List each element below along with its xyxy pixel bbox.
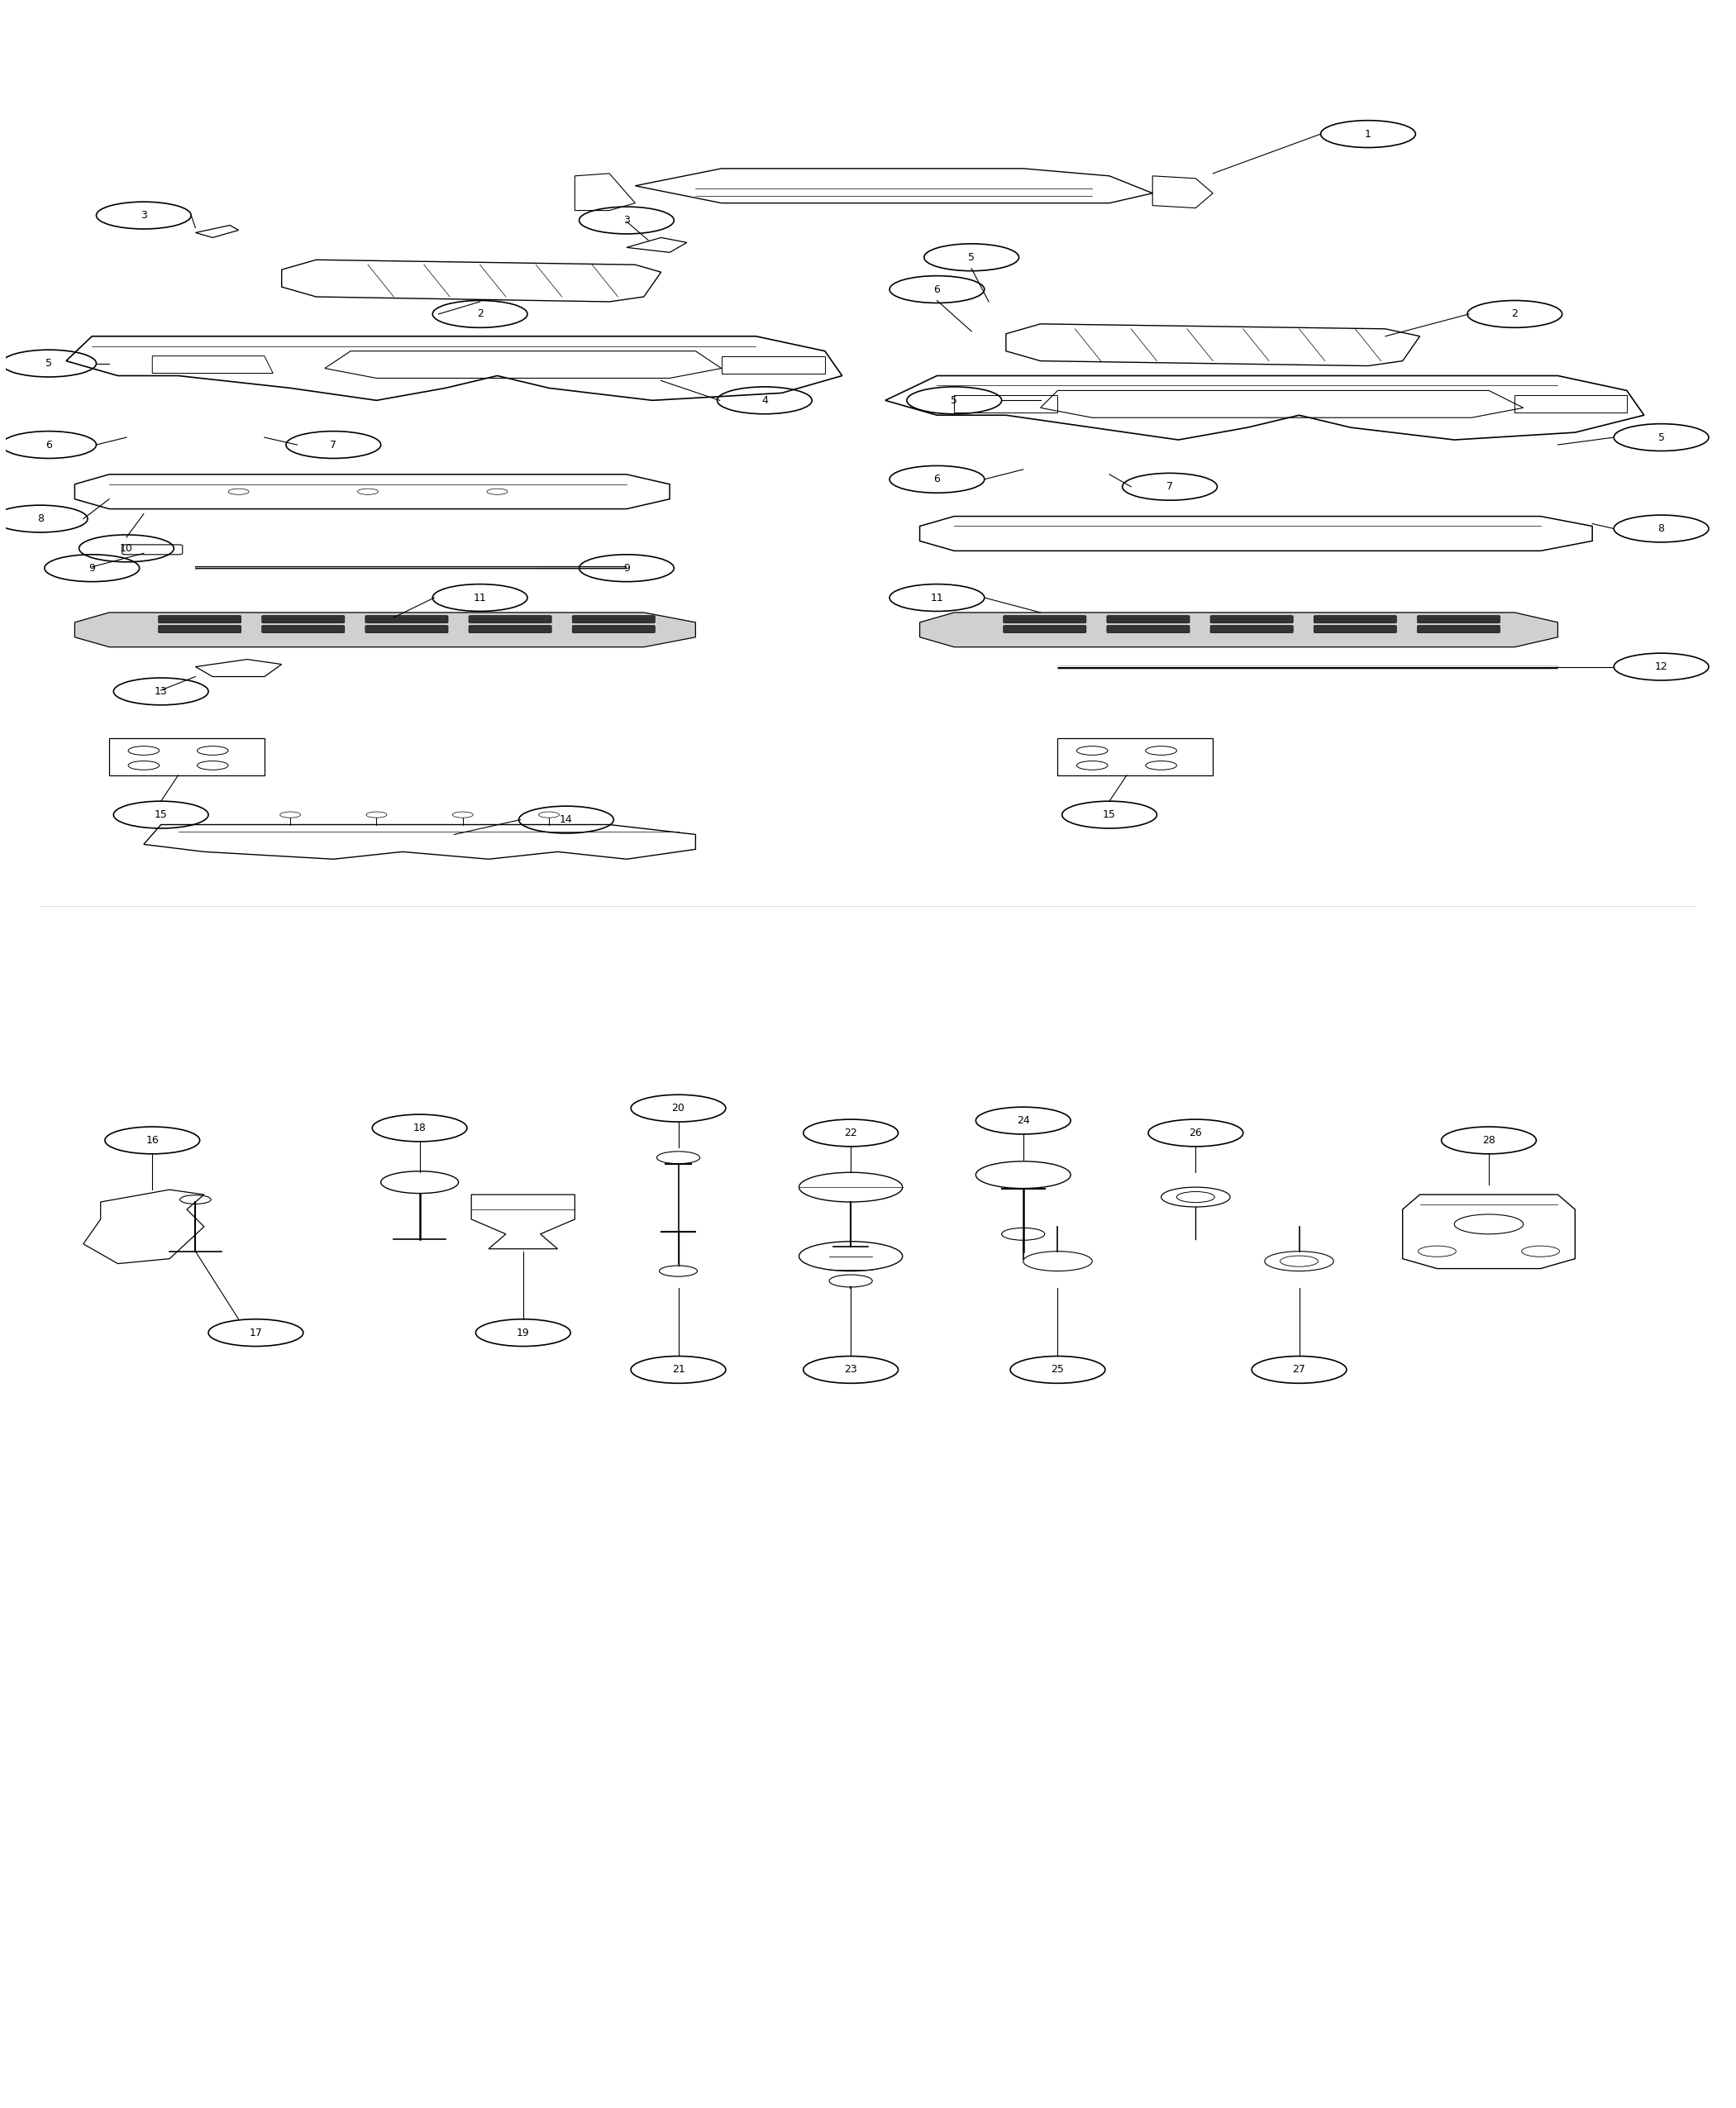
FancyBboxPatch shape [1003, 616, 1087, 624]
Text: 19: 19 [517, 1328, 529, 1339]
Text: 22: 22 [844, 1128, 858, 1138]
FancyBboxPatch shape [1210, 616, 1293, 624]
Text: 5: 5 [45, 358, 52, 369]
FancyBboxPatch shape [469, 616, 552, 624]
Polygon shape [75, 613, 696, 647]
Text: 17: 17 [250, 1328, 262, 1339]
Text: 14: 14 [559, 814, 573, 824]
Text: 3: 3 [623, 215, 630, 226]
Text: 6: 6 [934, 285, 941, 295]
Text: 10: 10 [120, 544, 134, 554]
Text: 12: 12 [1654, 662, 1668, 672]
FancyBboxPatch shape [262, 616, 345, 624]
FancyBboxPatch shape [573, 616, 654, 624]
Text: 6: 6 [934, 474, 941, 485]
FancyBboxPatch shape [158, 616, 241, 624]
Text: 11: 11 [930, 592, 943, 603]
Text: 11: 11 [474, 592, 486, 603]
Text: 15: 15 [155, 809, 167, 820]
Text: 27: 27 [1293, 1364, 1305, 1374]
FancyBboxPatch shape [1314, 616, 1396, 624]
Text: 20: 20 [672, 1102, 686, 1113]
Text: 25: 25 [1050, 1364, 1064, 1374]
FancyBboxPatch shape [365, 626, 448, 632]
Polygon shape [920, 613, 1557, 647]
Text: 28: 28 [1483, 1134, 1495, 1147]
Text: 7: 7 [1167, 481, 1174, 491]
FancyBboxPatch shape [158, 626, 241, 632]
FancyBboxPatch shape [1417, 626, 1500, 632]
Text: 9: 9 [623, 563, 630, 573]
Text: 9: 9 [89, 563, 95, 573]
FancyBboxPatch shape [469, 626, 552, 632]
Text: 7: 7 [330, 438, 337, 451]
FancyBboxPatch shape [1108, 616, 1189, 624]
FancyBboxPatch shape [1210, 626, 1293, 632]
Text: 1: 1 [1364, 129, 1371, 139]
FancyBboxPatch shape [262, 626, 345, 632]
Text: 18: 18 [413, 1124, 425, 1134]
Text: 13: 13 [155, 685, 167, 698]
Text: 2: 2 [1512, 308, 1517, 320]
Text: 8: 8 [36, 514, 43, 525]
Text: 5: 5 [969, 253, 976, 264]
Text: 24: 24 [1017, 1115, 1029, 1126]
Text: 8: 8 [1658, 523, 1665, 533]
Text: 2: 2 [477, 308, 483, 320]
Text: 5: 5 [951, 394, 958, 405]
FancyBboxPatch shape [573, 626, 654, 632]
FancyBboxPatch shape [1003, 626, 1087, 632]
Text: 21: 21 [672, 1364, 684, 1374]
Text: 3: 3 [141, 211, 148, 221]
Text: 6: 6 [45, 438, 52, 451]
FancyBboxPatch shape [1417, 616, 1500, 624]
Text: 4: 4 [762, 394, 767, 405]
FancyBboxPatch shape [1108, 626, 1189, 632]
Text: 16: 16 [146, 1134, 158, 1147]
Text: 23: 23 [844, 1364, 858, 1374]
Text: 5: 5 [1658, 432, 1665, 443]
FancyBboxPatch shape [1314, 626, 1396, 632]
Text: 26: 26 [1189, 1128, 1201, 1138]
Text: 15: 15 [1102, 809, 1116, 820]
FancyBboxPatch shape [365, 616, 448, 624]
